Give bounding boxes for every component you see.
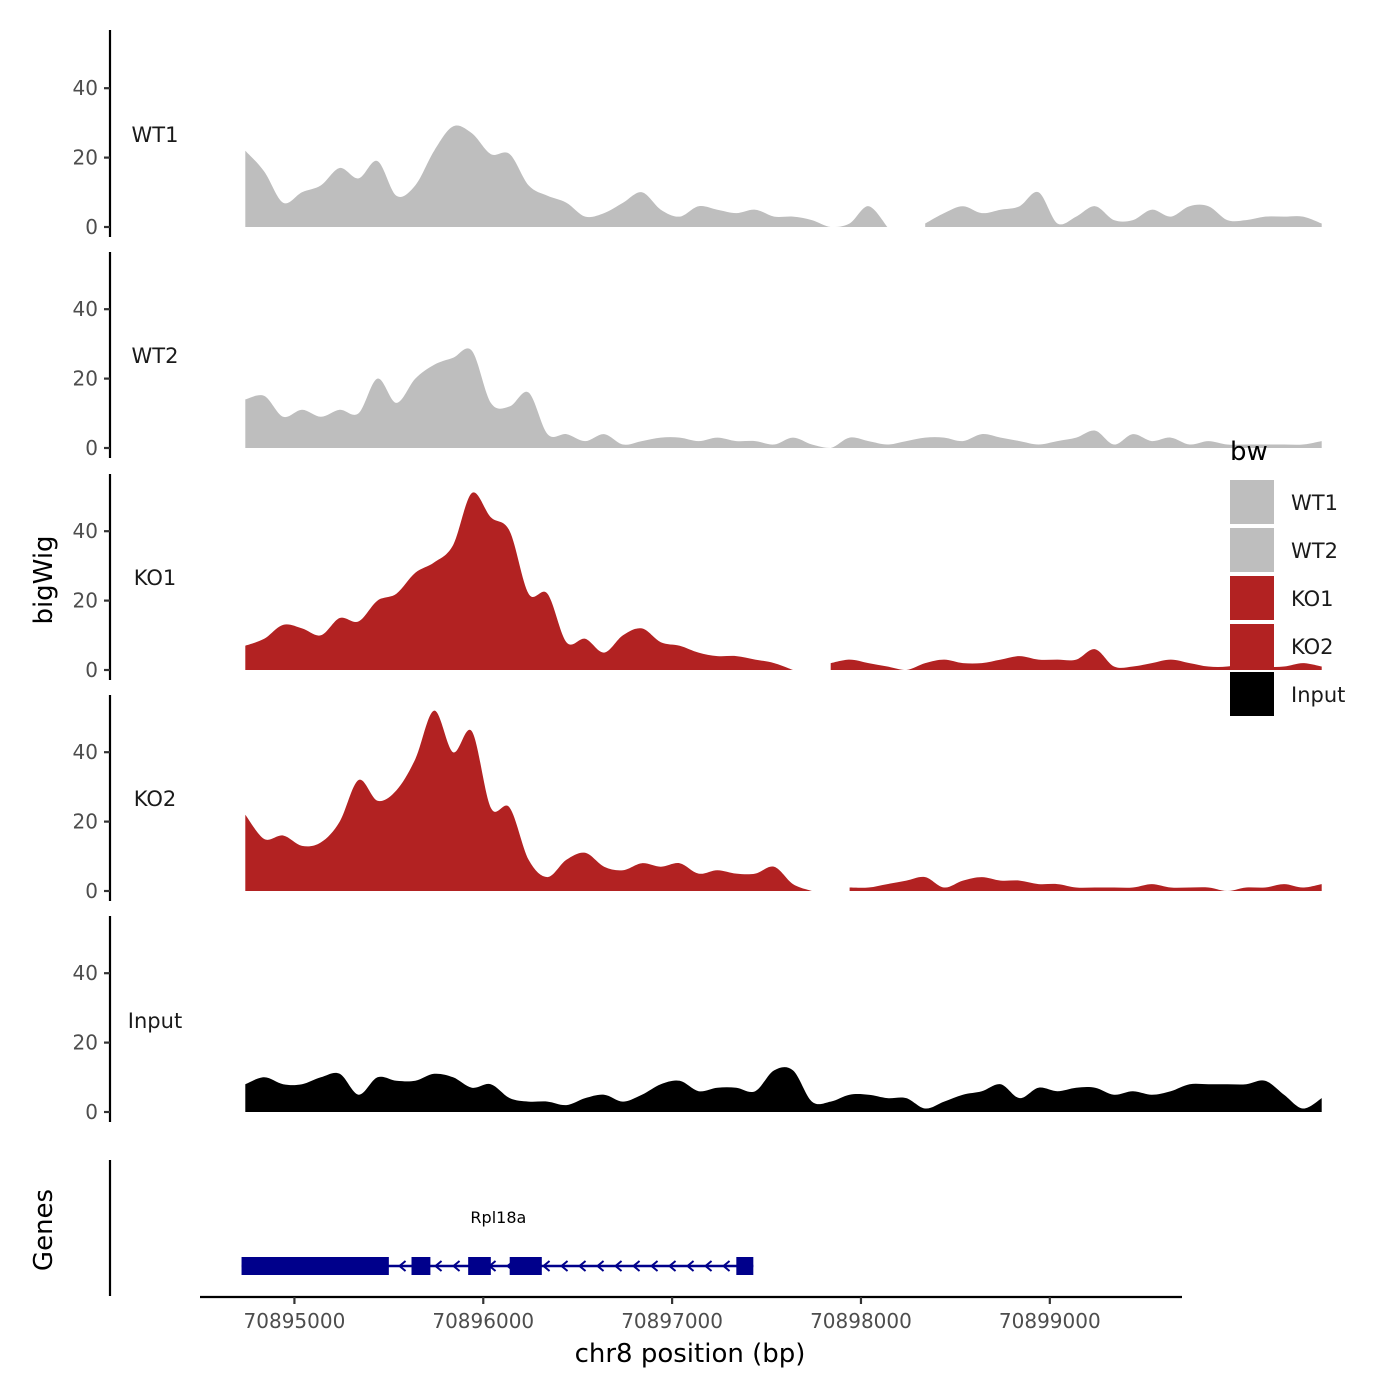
y-tick-label: 20 [73,146,98,170]
y-tick-label: 20 [73,1031,98,1055]
legend-label-wt1: WT1 [1291,491,1338,515]
y-tick-label: 20 [73,367,98,391]
y-tick-label: 40 [73,961,98,985]
legend: bw WT1 WT2 KO1 KO2 Input [1230,437,1345,716]
track-ko1: 0 20 40 KO1 [73,474,1322,682]
x-tick-label: 70898000 [810,1309,912,1333]
gene-exon [241,1257,389,1275]
strand-chevron [541,1260,551,1272]
signal-area-input [245,1067,1322,1112]
track-label-wt1: WT1 [132,123,179,147]
y-tick-label: 0 [85,658,98,682]
legend-label-input: Input [1291,683,1345,707]
track-input: 0 20 40 Input [73,916,1322,1124]
legend-label-wt2: WT2 [1291,539,1338,563]
y-tick-label: 40 [73,297,98,321]
y-tick-label: 20 [73,810,98,834]
y-tick-label: 0 [85,1100,98,1124]
strand-chevron [559,1260,569,1272]
x-tick-label: 70895000 [244,1309,346,1333]
signal-area-ko2 [245,710,812,891]
y-tick-label: 0 [85,436,98,460]
strand-chevron [577,1260,587,1272]
track-label-wt2: WT2 [132,344,179,368]
strand-chevron [703,1260,713,1272]
y-tick-label: 40 [73,76,98,100]
legend-title: bw [1230,437,1268,467]
strand-chevron [649,1260,659,1272]
strand-chevron [613,1260,623,1272]
track-ko2: 0 20 40 KO2 [73,695,1322,903]
strand-chevron [397,1260,407,1272]
y-tick-label: 20 [73,589,98,613]
strand-chevron [631,1260,641,1272]
x-axis-title: chr8 position (bp) [575,1339,806,1369]
genes-axis-title: Genes [29,1189,59,1271]
signal-tracks: 0 20 40 WT1 0 20 40 WT2 0 20 40 KO1 0 20 40 KO2 0 20 40 Inp… [73,30,1322,1124]
y-axis-title: bigWig [29,535,59,624]
legend-key-wt2 [1230,528,1274,572]
signal-area-ko1 [830,649,1322,670]
strand-chevron [667,1260,677,1272]
strand-chevron [685,1260,695,1272]
signal-area-ko2 [849,876,1322,891]
track-label-ko2: KO2 [134,787,177,811]
gene-name-label: Rpl18a [470,1208,526,1227]
legend-key-wt1 [1230,480,1274,524]
signal-area-ko1 [245,492,794,670]
strand-chevron [433,1260,443,1272]
track-wt1: 0 20 40 WT1 [73,30,1322,239]
legend-key-ko1 [1230,576,1274,620]
x-axis: 70895000 70896000 70897000 70898000 70899000 [200,1295,1182,1333]
track-label-input: Input [128,1009,182,1033]
x-tick-label: 70896000 [432,1309,534,1333]
gene-exon [736,1257,754,1275]
gene-exon [411,1257,431,1275]
strand-chevron [595,1260,605,1272]
track-wt2: 0 20 40 WT2 [73,252,1322,460]
strand-chevron [451,1260,461,1272]
legend-key-input [1230,672,1274,716]
y-tick-label: 0 [85,215,98,239]
gene-track: Rpl18a [108,1160,754,1296]
y-tick-label: 40 [73,519,98,543]
y-tick-label: 40 [73,740,98,764]
track-label-ko1: KO1 [134,566,177,590]
legend-key-ko2 [1230,624,1274,668]
gene-exon [509,1257,542,1275]
signal-area-wt2 [245,348,1322,448]
legend-label-ko1: KO1 [1291,587,1334,611]
gene-exon [468,1257,491,1275]
y-tick-label: 0 [85,879,98,903]
strand-chevron [721,1260,731,1272]
x-tick-label: 70899000 [999,1309,1101,1333]
legend-label-ko2: KO2 [1291,635,1334,659]
signal-area-wt1 [245,125,888,227]
x-tick-label: 70897000 [621,1309,723,1333]
signal-area-wt1 [925,191,1322,227]
